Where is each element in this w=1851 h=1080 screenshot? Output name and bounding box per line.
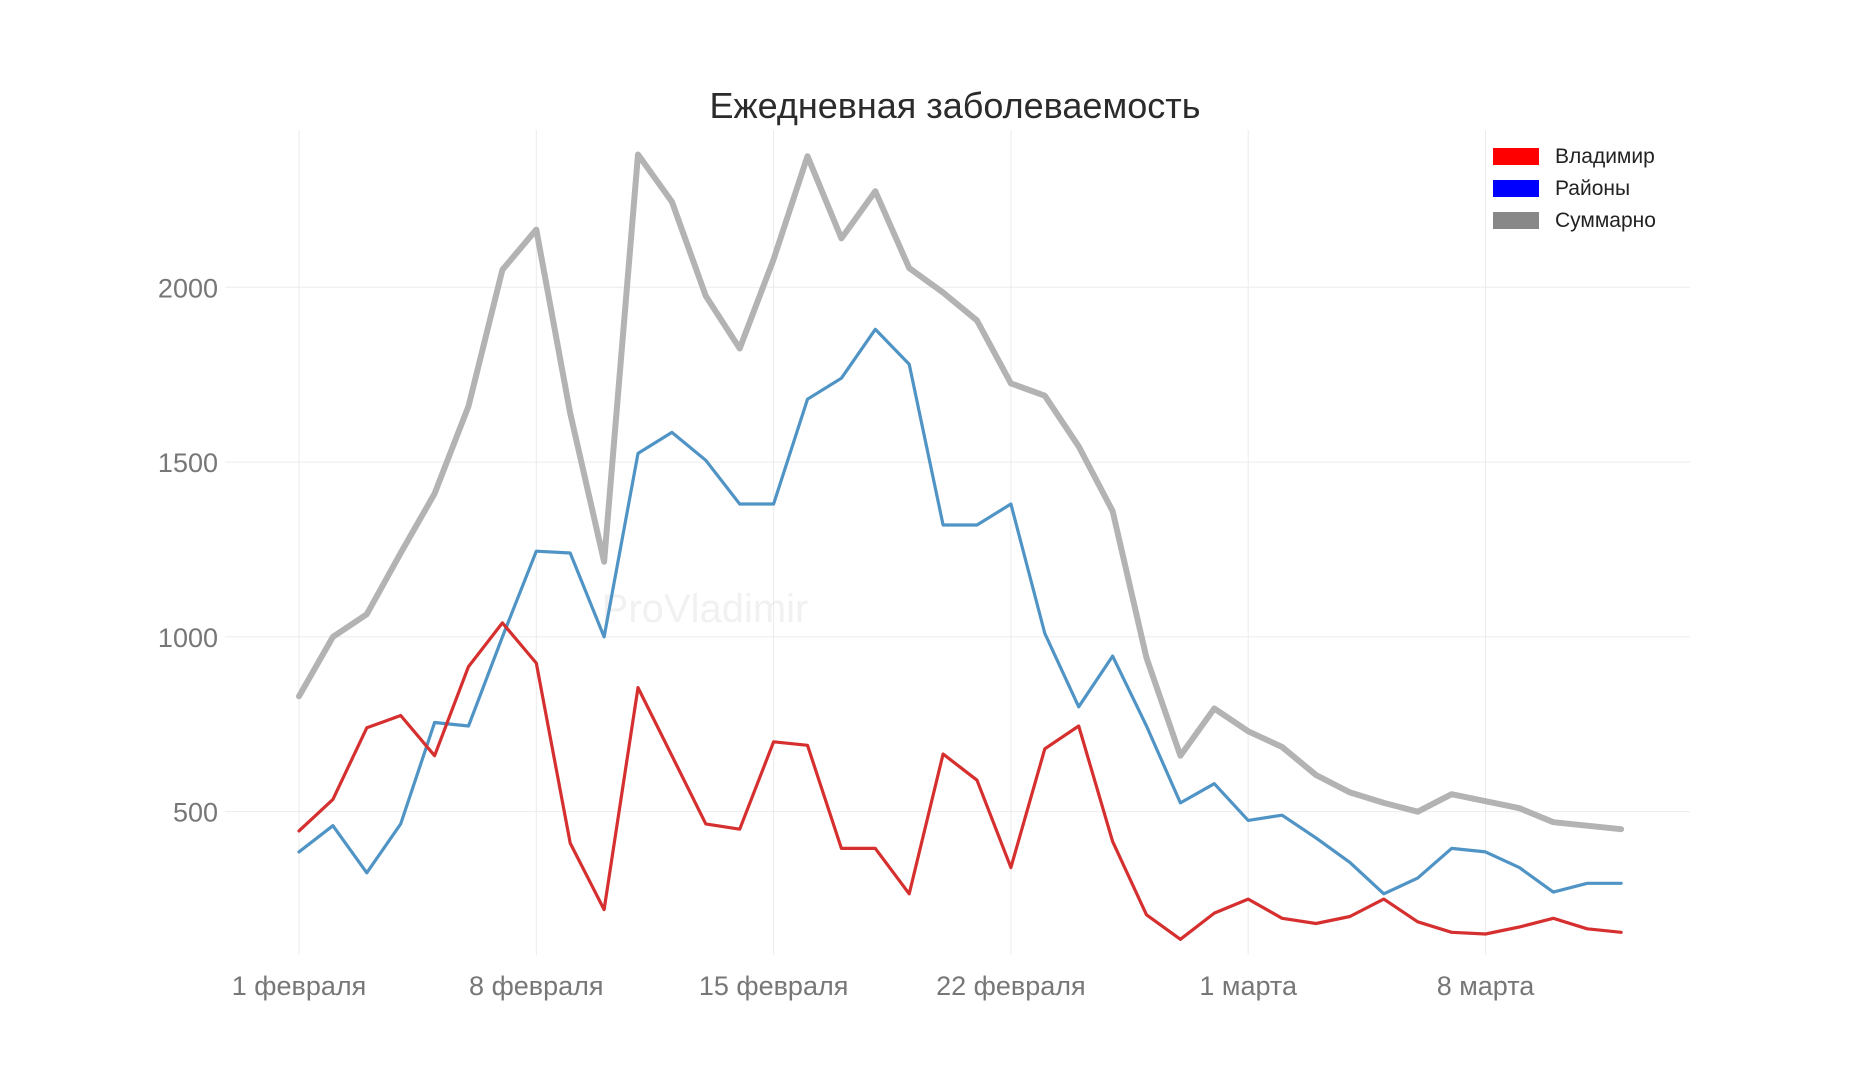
x-tick-label: 1 февраля [232, 971, 367, 1001]
series-line-districts [297, 327, 1623, 896]
chart-title: Ежедневная заболеваемость [710, 85, 1201, 126]
x-tick-label: 1 марта [1199, 971, 1298, 1001]
watermark: ProVladimir [602, 587, 809, 631]
y-tick-label: 1000 [158, 623, 218, 653]
legend-swatch [1493, 180, 1539, 197]
legend-swatch [1493, 212, 1539, 229]
grid [225, 130, 1690, 955]
legend-label: Суммарно [1555, 209, 1656, 232]
series-line-total [296, 151, 1625, 833]
x-tick-label: 22 февраля [936, 971, 1086, 1001]
series [296, 151, 1625, 941]
legend: Владимир Районы Суммарно [1493, 145, 1656, 232]
legend-label: Владимир [1555, 145, 1655, 168]
y-tick-label: 500 [173, 798, 218, 828]
x-tick-label: 8 марта [1437, 971, 1536, 1001]
legend-label: Районы [1555, 177, 1630, 200]
x-tick-label: 15 февраля [699, 971, 849, 1001]
x-axis-ticks: 1 февраля 8 февраля 15 февраля 22 февраля 1 … [232, 971, 1536, 1001]
series-line-vladimir [297, 621, 1623, 941]
y-tick-label: 2000 [158, 273, 218, 303]
legend-swatch [1493, 148, 1539, 165]
y-axis-ticks: 500 1000 1500 2000 [158, 273, 218, 827]
x-tick-label: 8 февраля [469, 971, 604, 1001]
y-tick-label: 1500 [158, 448, 218, 478]
